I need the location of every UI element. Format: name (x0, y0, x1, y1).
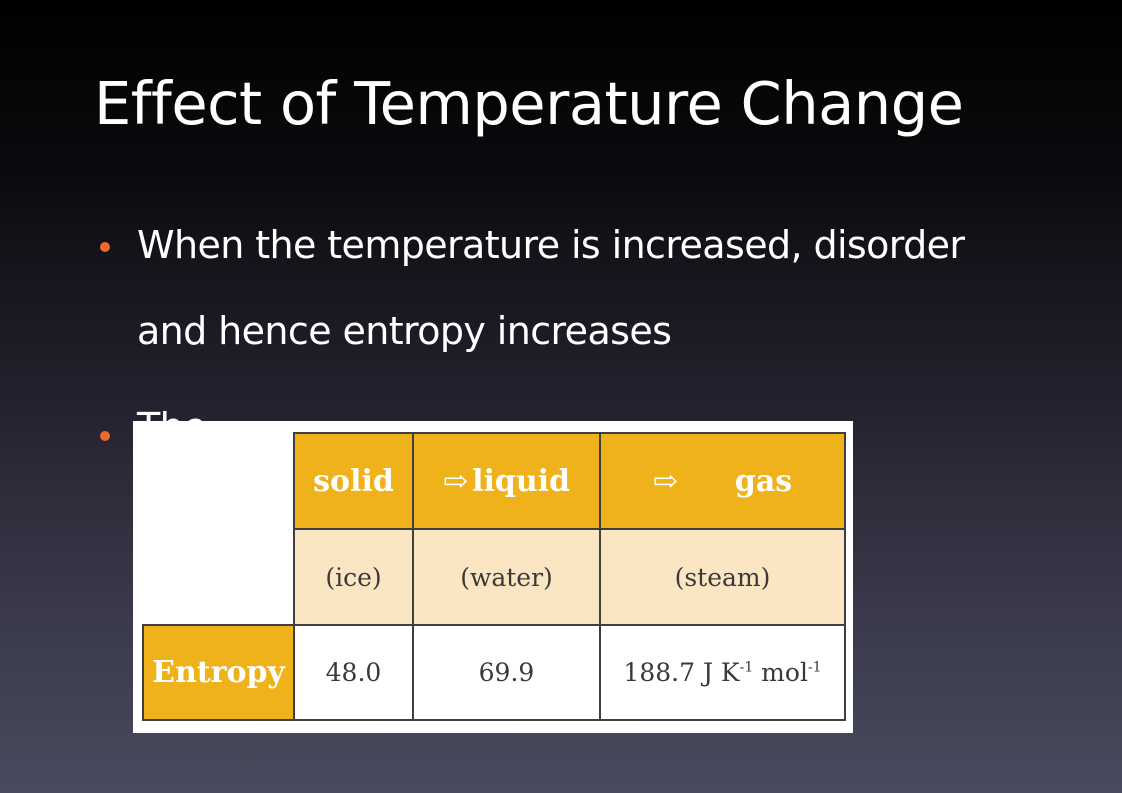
entropy-liquid-value: 69.9 (412, 624, 601, 721)
row-label-entropy: Entropy (142, 624, 295, 721)
bullet-text: When the temperature is increased, disor… (137, 223, 965, 353)
subheader-ice: (ice) (293, 528, 414, 626)
slide-title: Effect of Temperature Change (94, 69, 964, 138)
bullet-dot (100, 431, 110, 441)
entropy-gas-value: 188.7 J K-1 mol-1 (599, 624, 846, 721)
header-solid: solid (293, 432, 414, 530)
table-blank-cell (143, 529, 294, 625)
right-arrow-icon: ⇨ (442, 463, 469, 499)
right-arrow-icon: ⇨ (652, 463, 678, 499)
header-gas: ⇨ gas (599, 432, 846, 530)
entropy-solid-value: 48.0 (293, 624, 414, 721)
entropy-table-image: solid ⇨ liquid ⇨ gas (ice) (water) (steam)… (133, 421, 853, 733)
subheader-water: (water) (412, 528, 601, 626)
header-liquid: ⇨ liquid (412, 432, 601, 530)
subheader-steam: (steam) (599, 528, 846, 626)
entropy-table: solid ⇨ liquid ⇨ gas (ice) (water) (steam)… (142, 432, 846, 721)
bullet-dot (100, 242, 110, 252)
table-corner-blank (143, 433, 294, 529)
